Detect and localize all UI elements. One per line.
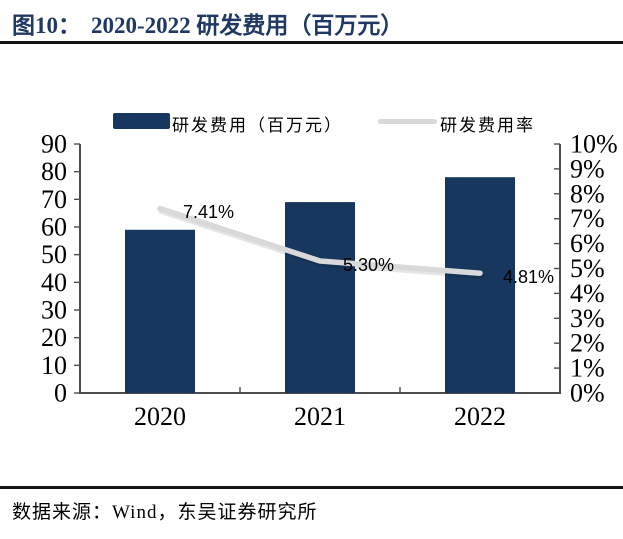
x-axis-label-2022: 2022: [454, 402, 506, 431]
top-divider: [0, 41, 623, 44]
right-axis-tick-label: 6%: [570, 229, 605, 258]
left-axis-tick-label: 80: [41, 157, 67, 186]
right-axis-tick-label: 4%: [570, 279, 605, 308]
left-axis-tick-label: 20: [41, 323, 67, 352]
bar-series-label: 研发费用（百万元）: [172, 116, 343, 135]
left-axis-tick-label: 30: [41, 296, 67, 325]
right-axis-tick-label: 5%: [570, 254, 605, 283]
rate-point-label-2020: 7.41%: [183, 202, 234, 222]
bar-series-swatch: [113, 113, 170, 129]
right-axis-tick-label: 8%: [570, 179, 605, 208]
right-axis-tick-label: 1%: [570, 354, 605, 383]
left-axis-tick-label: 60: [41, 213, 67, 242]
figure-title-text: 2020-2022 研发费用（百万元）: [91, 13, 404, 38]
right-axis-tick-label: 7%: [570, 204, 605, 233]
left-axis-tick-label: 10: [41, 351, 67, 380]
line-series-label: 研发费用率: [440, 116, 535, 135]
figure-number: 图10：: [12, 13, 81, 38]
right-axis-tick-label: 2%: [570, 329, 605, 358]
line-series-swatch: [378, 119, 437, 124]
figure-title: 图10： 2020-2022 研发费用（百万元）: [12, 6, 612, 40]
left-axis-tick-label: 40: [41, 268, 67, 297]
rate-point-label-2021: 5.30%: [343, 255, 394, 275]
data-source-note: 数据来源：Wind，东吴证券研究所: [12, 502, 318, 523]
right-axis-tick-label: 0%: [570, 379, 605, 408]
rate-line: [157, 205, 483, 276]
left-axis-tick-label: 90: [41, 130, 67, 159]
right-axis-tick-label: 9%: [570, 154, 605, 183]
bar-2021: [285, 202, 355, 393]
left-axis-tick-label: 0: [54, 379, 67, 408]
bottom-divider: [0, 486, 623, 489]
left-axis-tick-label: 50: [41, 240, 67, 269]
rate-point-label-2022: 4.81%: [503, 267, 554, 287]
right-axis-tick-label: 3%: [570, 304, 605, 333]
bar-2020: [125, 229, 195, 393]
x-axis-label-2021: 2021: [294, 402, 346, 431]
left-axis-tick-label: 70: [41, 185, 67, 214]
x-axis-label-2020: 2020: [134, 402, 186, 431]
right-axis-tick-label: 10%: [570, 130, 618, 159]
bar-2022: [445, 177, 515, 393]
